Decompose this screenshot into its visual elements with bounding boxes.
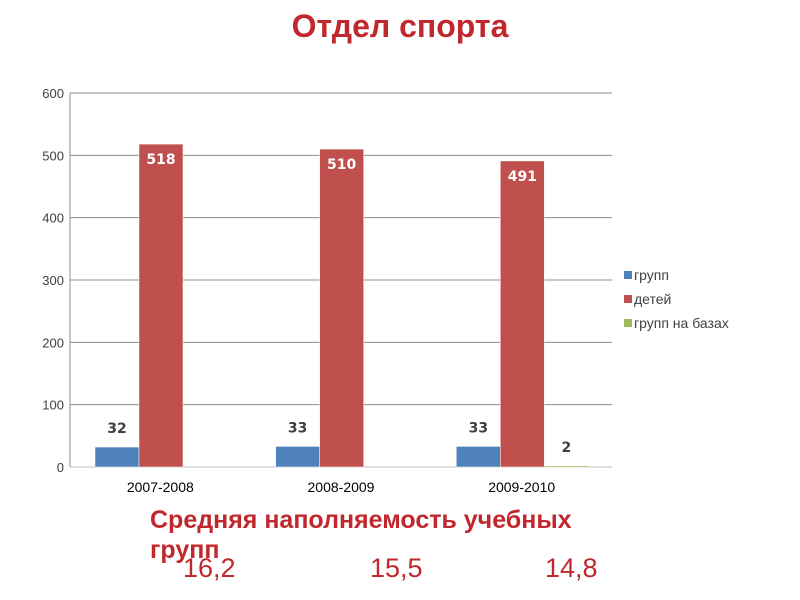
x-tick-label: 2009-2010 bbox=[488, 479, 555, 495]
legend-swatch-children bbox=[624, 295, 632, 303]
legend-label-base-groups: групп на базах bbox=[634, 315, 729, 331]
x-tick-label: 2007-2008 bbox=[127, 479, 194, 495]
bar bbox=[138, 143, 184, 468]
bar bbox=[500, 160, 545, 468]
legend-item-base-groups: групп на базах bbox=[624, 311, 729, 335]
bar bbox=[94, 446, 140, 468]
average-fill-caption: Средняя наполняемость учебных групп bbox=[150, 506, 572, 564]
data-label: 491 bbox=[508, 169, 537, 185]
y-tick-label: 600 bbox=[42, 86, 64, 101]
data-label: 510 bbox=[327, 157, 356, 173]
y-tick-label: 200 bbox=[42, 335, 64, 350]
legend-label-children: детей bbox=[634, 291, 672, 307]
legend-swatch-base-groups bbox=[624, 319, 632, 327]
average-value-2008-2009: 15,5 bbox=[370, 553, 423, 583]
bar bbox=[456, 446, 501, 468]
bar bbox=[319, 148, 364, 468]
average-value-2007-2008: 16,2 bbox=[183, 553, 236, 583]
y-tick-label: 400 bbox=[42, 211, 64, 226]
bar bbox=[275, 446, 320, 468]
x-tick-label: 2008-2009 bbox=[308, 479, 375, 495]
data-label: 2 bbox=[561, 440, 571, 456]
bar bbox=[544, 465, 589, 468]
data-label: 33 bbox=[469, 420, 488, 436]
y-tick-label: 0 bbox=[57, 460, 64, 475]
data-label: 32 bbox=[107, 421, 126, 437]
legend-swatch-groups bbox=[624, 271, 632, 279]
chart-legend: групп детей групп на базах bbox=[624, 263, 729, 335]
y-tick-label: 100 bbox=[42, 398, 64, 413]
legend-item-children: детей bbox=[624, 287, 729, 311]
average-value-2009-2010: 14,8 bbox=[545, 553, 598, 583]
data-label: 33 bbox=[288, 420, 307, 436]
data-label: 518 bbox=[146, 152, 175, 168]
legend-item-groups: групп bbox=[624, 263, 729, 287]
y-tick-label: 500 bbox=[42, 148, 64, 163]
page-title: Отдел спорта bbox=[291, 8, 509, 44]
y-tick-label: 300 bbox=[42, 273, 64, 288]
legend-label-groups: групп bbox=[634, 267, 669, 283]
